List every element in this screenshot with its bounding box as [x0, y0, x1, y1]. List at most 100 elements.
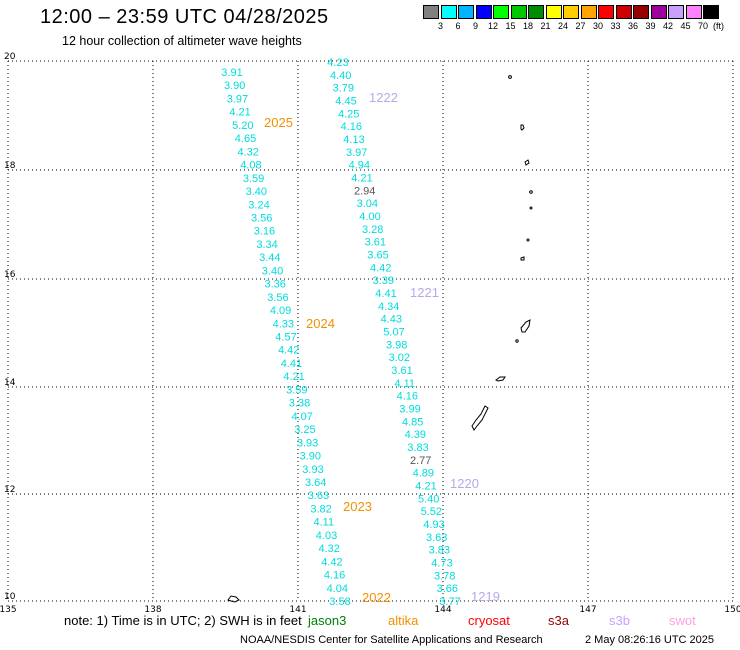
wave-height-value: 3.98 [386, 339, 407, 351]
wave-height-value: 4.93 [423, 519, 444, 531]
wave-height-value: 4.94 [349, 160, 370, 172]
color-scale-label: 12 [487, 21, 498, 31]
wave-height-value: 3.99 [399, 404, 420, 416]
wave-height-value: 3.04 [357, 198, 378, 210]
color-swatch [440, 5, 457, 19]
wave-height-value: 3.28 [362, 224, 383, 236]
wave-height-value: 3.25 [294, 424, 315, 436]
map-title: 12:00 – 23:59 UTC 04/28/2025 [40, 6, 329, 28]
wave-height-value: 5.20 [232, 120, 253, 132]
wave-height-value: 4.43 [381, 314, 402, 326]
satellite-legend-item: s3a [548, 613, 569, 628]
wave-height-value: 3.77 [439, 596, 460, 608]
year-label: 2025 [264, 115, 293, 130]
satellite-legend-item: jason3 [308, 613, 347, 628]
color-swatch [633, 5, 649, 19]
wave-height-value: 4.21 [283, 371, 304, 383]
generated-timestamp: 2 May 08:26:16 UTC 2025 [585, 634, 715, 646]
wave-height-value: 3.65 [367, 250, 388, 262]
color-scale-label: 39 [645, 21, 656, 31]
color-swatch [545, 5, 562, 19]
wave-height-value: 3.78 [434, 570, 455, 582]
track-labels: 2025 2024 2023 2022 1222 1221 1220 1219 [264, 90, 500, 605]
wave-height-value: 4.21 [415, 481, 436, 493]
wave-height-value: 4.39 [405, 429, 426, 441]
wave-height-value: 3.39 [373, 275, 394, 287]
wave-height-value: 4.21 [229, 107, 250, 119]
color-swatch [493, 5, 509, 19]
wave-height-value: 3.02 [389, 352, 410, 364]
island-north-2 [520, 124, 525, 131]
axis-ticks: 135 138 141 144 147 150 20 18 16 14 12 10 [0, 52, 740, 615]
color-scale-label: 3 [437, 21, 443, 31]
color-swatch [598, 5, 614, 19]
wave-height-value: 3.93 [297, 437, 318, 449]
wave-height-value: 4.23 [327, 57, 348, 69]
wave-height-value: 3.59 [286, 384, 307, 396]
wave-height-value: 4.41 [281, 358, 302, 370]
wave-height-value: 4.21 [351, 173, 372, 185]
wave-height-value: 3.64 [305, 477, 326, 489]
lat-tick-label: 20 [4, 52, 16, 62]
wave-height-value: 4.57 [275, 332, 296, 344]
lon-tick-label: 147 [579, 605, 596, 615]
wave-height-value: 4.11 [314, 517, 335, 529]
island-north-3 [524, 159, 530, 166]
lon-tick-label: 144 [434, 605, 451, 615]
wave-height-value: 4.32 [318, 543, 339, 555]
lat-tick-label: 10 [4, 592, 16, 602]
wave-height-value: 4.25 [338, 108, 359, 120]
color-scale-label: 70 [697, 21, 708, 31]
wave-height-value: 4.85 [402, 416, 423, 428]
color-swatch [580, 5, 597, 19]
wave-height-value: 3.38 [289, 398, 310, 410]
satellite-legend-item: swot [669, 613, 696, 628]
wave-height-value: 4.34 [378, 301, 399, 313]
wave-height-value: 2.77 [410, 455, 431, 467]
satellite-legend-item: cryosat [468, 613, 510, 628]
wave-height-value: 3.90 [300, 451, 321, 463]
wave-height-value: 4.42 [321, 556, 342, 568]
wave-height-value: 3.40 [262, 265, 283, 277]
island-north-7 [520, 256, 525, 261]
wave-height-value: 3.58 [329, 596, 350, 608]
wave-height-value: 3.34 [256, 239, 277, 251]
wave-height-value: 3.97 [346, 147, 367, 159]
wave-height-value: 5.52 [421, 506, 442, 518]
color-swatch [668, 5, 684, 19]
wave-height-value: 3.90 [224, 80, 245, 92]
color-swatch [563, 5, 579, 19]
color-scale-label: 30 [592, 21, 603, 31]
island-southwest [227, 595, 240, 603]
year-label: 2022 [362, 590, 391, 605]
lon-tick-label: 150 [724, 605, 740, 615]
islands [227, 75, 533, 603]
wave-height-value: 3.63 [308, 490, 329, 502]
wave-height-value: 4.33 [273, 318, 294, 330]
wave-height-value: 3.66 [437, 583, 458, 595]
wave-height-value: 3.61 [365, 237, 386, 249]
island-north-1 [508, 75, 512, 79]
color-scale-label: 6 [455, 21, 461, 31]
wave-height-value: 4.16 [324, 570, 345, 582]
color-swatch [615, 5, 632, 19]
pass-label: 1219 [471, 589, 500, 604]
color-swatch [528, 5, 544, 19]
wave-height-value: 2.94 [354, 185, 375, 197]
wave-height-value: 3.97 [227, 94, 248, 106]
wave-height-value: 3.63 [426, 532, 447, 544]
wave-height-value: 4.03 [316, 530, 337, 542]
island-saipan [520, 319, 531, 333]
pass-label: 1222 [369, 90, 398, 105]
wave-height-value: 4.13 [343, 134, 364, 146]
wave-height-value: 4.41 [375, 288, 396, 300]
wave-height-value: 4.08 [240, 160, 261, 172]
wave-height-value: 4.11 [394, 378, 415, 390]
color-scale-label: 27 [575, 21, 586, 31]
lon-tick-label: 138 [144, 605, 161, 615]
wave-height-value: 4.07 [291, 411, 312, 423]
color-scale-label: 15 [505, 21, 516, 31]
lat-tick-label: 16 [4, 270, 16, 280]
year-label: 2024 [306, 316, 335, 331]
